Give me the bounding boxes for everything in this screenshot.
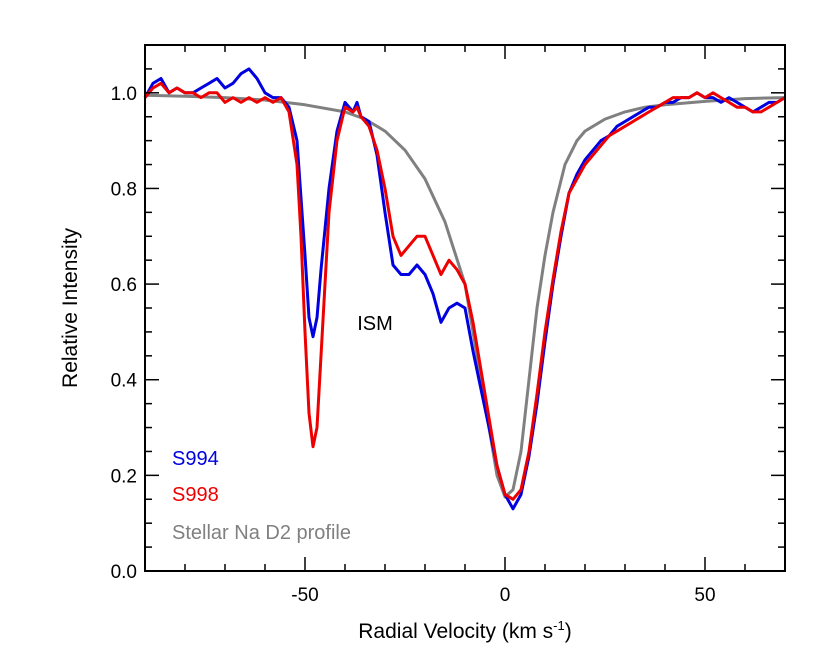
y-tick-label: 0.0: [111, 562, 137, 583]
x-axis-title: Radial Velocity (km s-1): [358, 618, 571, 643]
series-line-stellar-na-d2-profile: [144, 93, 786, 499]
x-axis-title-main: Radial Velocity (km s: [358, 620, 553, 643]
series-line-s994: [143, 67, 786, 511]
series-layer: [143, 67, 786, 511]
annotation-ism: ISM: [357, 313, 393, 335]
series-line-s998: [143, 81, 786, 501]
y-tick-label: 1.0: [111, 84, 137, 105]
legend-label-s994: S994: [172, 448, 219, 470]
x-tick-label: -50: [291, 585, 318, 606]
y-axis-title: Relative Intensity: [59, 228, 82, 388]
x-axis-title-close: ): [565, 620, 572, 643]
y-tick-label: 0.4: [111, 371, 138, 392]
ticks-layer: -50 0 50 0.0 0.2 0.4 0.6 0.8 1.0: [111, 44, 785, 606]
x-tick-label: 0: [500, 585, 511, 606]
legend-label-s998: S998: [172, 484, 219, 506]
x-tick-label: 50: [694, 585, 715, 606]
y-tick-label: 0.2: [111, 466, 137, 487]
plot-frame: [144, 44, 786, 572]
legend-label-stellar-na-d2: Stellar Na D2 profile: [172, 522, 351, 544]
x-axis-title-sup: -1: [553, 618, 565, 633]
y-tick-label: 0.8: [111, 179, 137, 200]
y-tick-label: 0.6: [111, 275, 137, 296]
